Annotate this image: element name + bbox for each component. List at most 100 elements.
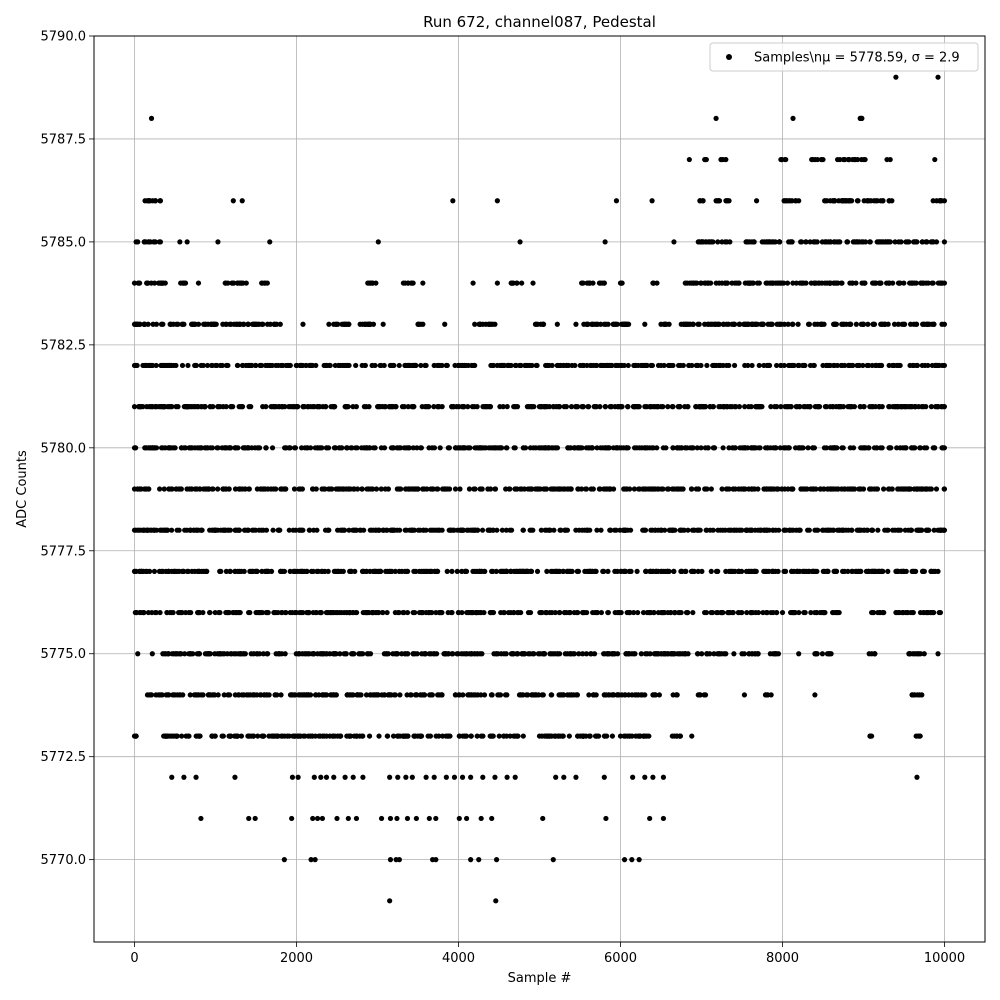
data-point [245, 321, 251, 327]
data-point [345, 815, 351, 822]
data-point [764, 362, 770, 369]
data-point [578, 486, 585, 492]
data-point [239, 362, 246, 369]
data-point [424, 568, 430, 574]
data-point [521, 568, 527, 574]
data-point [381, 527, 387, 533]
data-point [865, 445, 871, 451]
data-point [420, 280, 426, 286]
data-point [919, 692, 925, 698]
data-point [263, 527, 270, 533]
data-point [831, 321, 837, 327]
data-point [573, 774, 579, 780]
data-point [411, 568, 417, 574]
data-point [575, 568, 582, 574]
data-point [404, 692, 410, 698]
data-point [387, 857, 394, 863]
data-point [819, 239, 825, 245]
data-point [520, 733, 526, 739]
data-point [698, 280, 704, 286]
data-point [481, 568, 487, 574]
data-point [614, 568, 620, 574]
data-point [315, 445, 321, 451]
data-point [790, 321, 796, 327]
data-point [791, 568, 797, 574]
data-point [909, 609, 916, 616]
data-point [751, 239, 757, 245]
data-point [710, 362, 716, 369]
data-point [528, 527, 534, 533]
data-point [839, 568, 846, 574]
data-point [796, 404, 803, 410]
data-point [847, 362, 853, 369]
data-point [933, 486, 940, 492]
data-point [308, 857, 314, 863]
data-point [629, 692, 635, 698]
data-point [471, 486, 477, 492]
data-point [471, 404, 478, 410]
data-point [380, 609, 386, 616]
data-point [869, 527, 875, 533]
data-point [479, 527, 486, 533]
data-point [313, 609, 319, 616]
data-point [806, 321, 813, 327]
data-point [282, 404, 288, 410]
data-point [370, 568, 376, 574]
chart-title: Run 672, channel087, Pedestal [423, 13, 656, 31]
data-point [631, 445, 638, 451]
data-point [337, 651, 343, 657]
data-point [525, 692, 531, 698]
data-point [858, 527, 864, 533]
data-point [571, 651, 577, 657]
data-point [678, 321, 684, 327]
data-point [683, 609, 690, 616]
data-point [643, 568, 649, 574]
data-point [219, 362, 225, 369]
data-point [826, 280, 832, 286]
y-tick-label: 5787.5 [41, 132, 87, 147]
data-point [737, 445, 743, 451]
data-point [238, 651, 244, 657]
data-point [245, 733, 251, 739]
data-point [634, 568, 640, 574]
data-point [264, 609, 270, 616]
data-point [489, 815, 495, 822]
y-tick-label: 5790.0 [41, 30, 87, 45]
data-point [419, 609, 425, 616]
data-point [222, 445, 228, 451]
data-point [492, 486, 499, 492]
data-point [439, 362, 445, 369]
data-point [235, 280, 241, 286]
data-point [516, 362, 523, 369]
data-point [840, 321, 846, 327]
data-point [334, 527, 341, 533]
data-point [171, 568, 177, 574]
data-point [724, 280, 730, 286]
data-point [789, 198, 795, 204]
data-point [172, 692, 178, 698]
data-point [593, 609, 600, 616]
data-point [609, 692, 615, 698]
data-point [171, 651, 177, 657]
data-point [584, 609, 590, 616]
data-point [642, 321, 648, 327]
data-point [880, 239, 887, 245]
data-point [695, 362, 701, 369]
data-point [149, 651, 155, 657]
data-point [682, 280, 688, 286]
data-point [157, 486, 163, 492]
data-point [354, 445, 360, 451]
data-point [702, 486, 708, 492]
data-point [476, 321, 482, 327]
data-point [474, 733, 480, 739]
data-point [215, 239, 221, 245]
data-point [686, 362, 692, 369]
data-point [165, 362, 171, 369]
data-point [887, 156, 893, 163]
data-point [131, 568, 138, 574]
data-point [237, 486, 243, 492]
data-point [142, 198, 148, 204]
data-point [492, 774, 498, 780]
data-point [143, 445, 149, 451]
